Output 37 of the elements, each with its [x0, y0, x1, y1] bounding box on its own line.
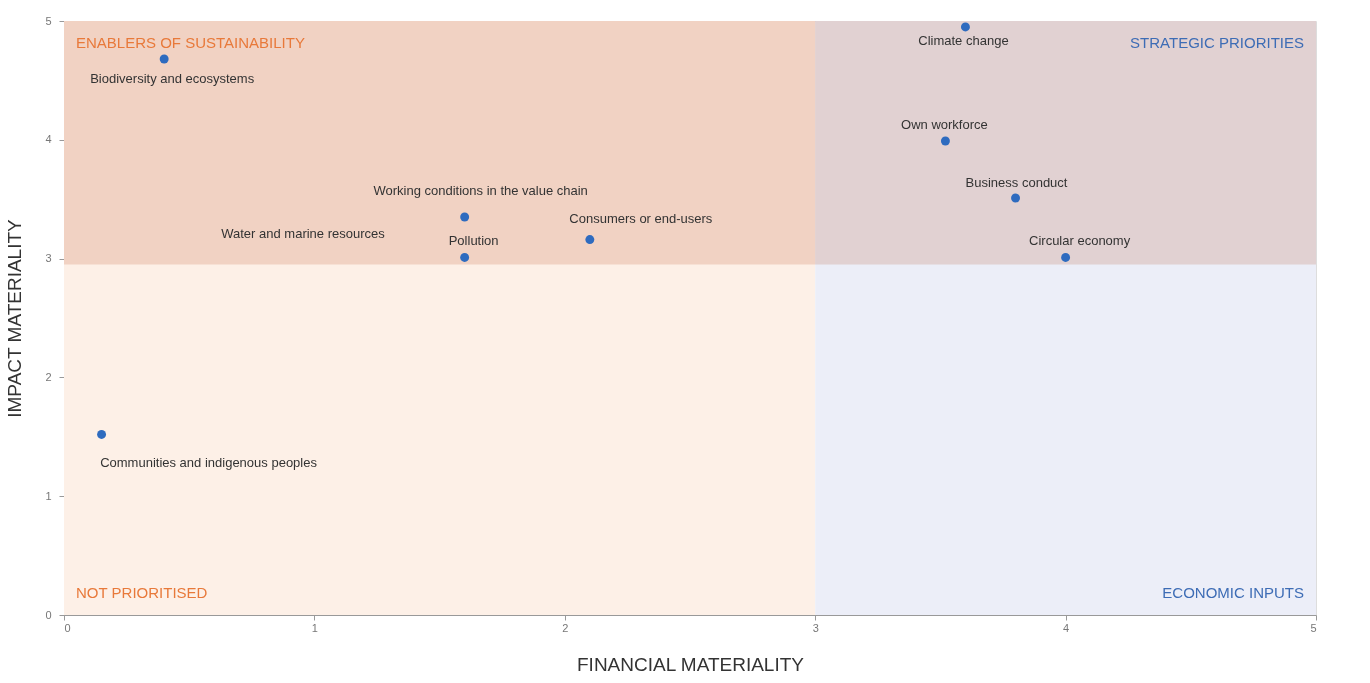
x-axis-title: FINANCIAL MATERIALITY — [577, 653, 805, 675]
annotation: ENABLERS OF SUSTAINABILITY — [76, 34, 305, 51]
x-tick-label: 0 — [64, 621, 71, 634]
x-tick-label: 4 — [1063, 621, 1070, 634]
annotation: NOT PRIORITISED — [76, 584, 208, 601]
point — [960, 22, 970, 32]
annotation: Water and marine resources — [221, 226, 386, 241]
x-tick-label: 1 — [311, 621, 318, 634]
y-tick-label: 2 — [45, 370, 52, 383]
point — [1011, 193, 1020, 203]
annotation: Circular economy — [1029, 233, 1131, 249]
annotation: STRATEGIC PRIORITIES — [1130, 34, 1304, 51]
y-tick-label: 1 — [45, 489, 52, 502]
x-tick-label: 3 — [812, 621, 819, 634]
annotation: Pollution — [448, 233, 499, 249]
y-tick-label: 5 — [45, 14, 52, 27]
annotation: Climate change — [918, 32, 1009, 48]
y-tick-label: 4 — [45, 133, 52, 146]
y-tick-label: 0 — [45, 608, 52, 621]
x-tick-label: 2 — [562, 621, 569, 634]
point — [1061, 252, 1071, 262]
x-tick-label: 5 — [1310, 621, 1317, 634]
annotation: ECONOMIC INPUTS — [1162, 584, 1304, 601]
annotation: Consumers or end-users — [569, 210, 713, 226]
annotation: Business conduct — [965, 175, 1068, 191]
point — [460, 252, 470, 262]
annotation: Biodiversity and ecosystems — [90, 71, 255, 87]
point — [97, 429, 107, 439]
point — [460, 212, 470, 222]
annotation: Own workforce — [901, 116, 988, 132]
point — [585, 235, 595, 245]
y-axis-title: IMPACT MATERIALITY — [4, 218, 26, 418]
annotation: Working conditions in the value chain — [373, 183, 588, 199]
y-tick-label: 3 — [45, 252, 52, 265]
point — [940, 136, 950, 146]
point — [159, 54, 169, 64]
annotation: Communities and indigenous peoples — [100, 455, 318, 471]
